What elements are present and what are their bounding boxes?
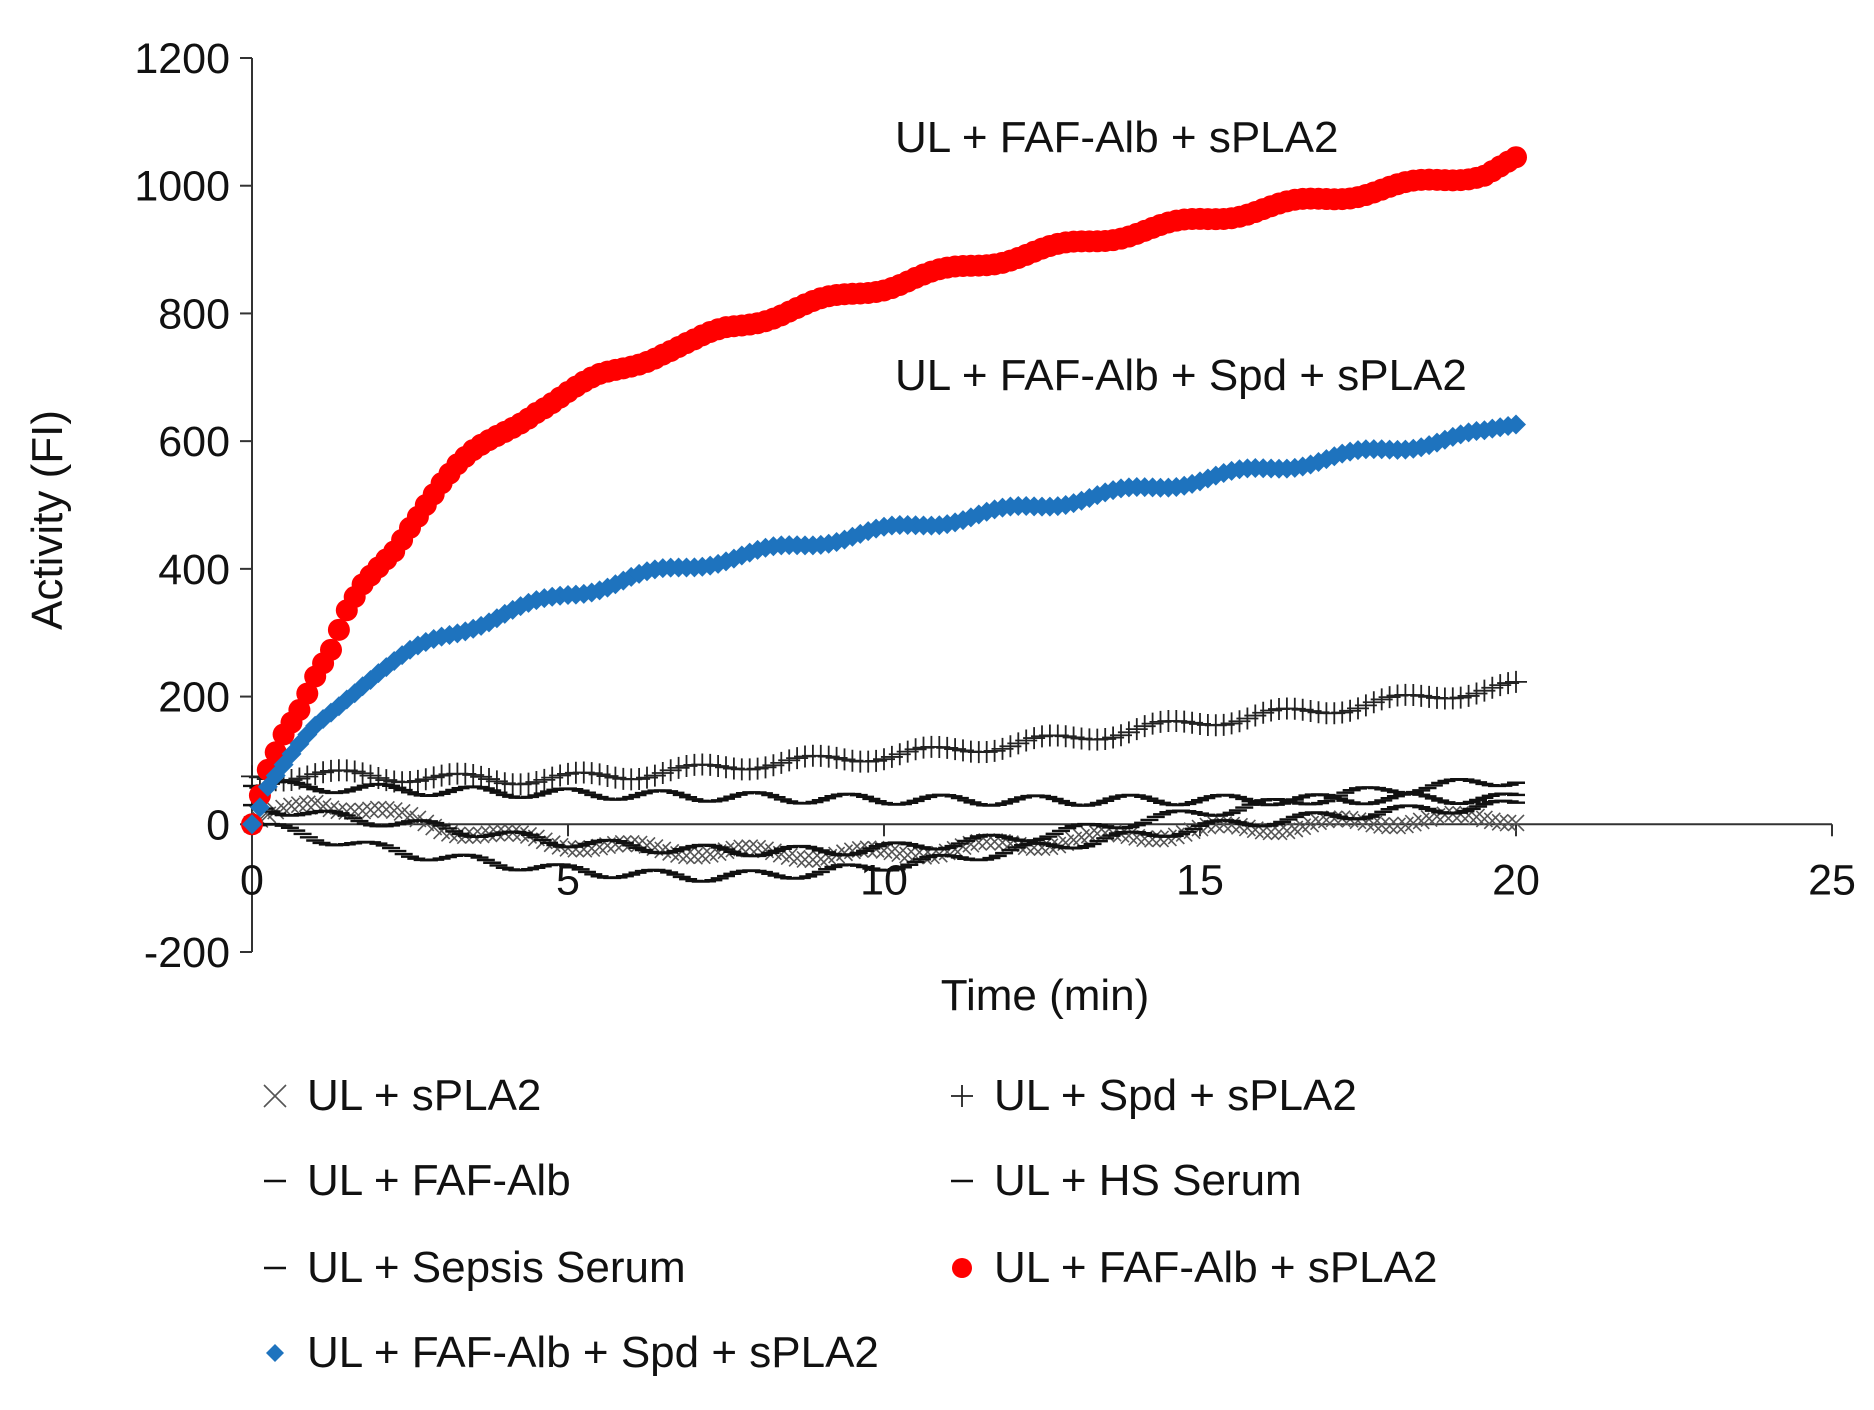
data-point bbox=[320, 638, 342, 661]
legend-marker bbox=[263, 1084, 287, 1108]
x-axis-title: Time (min) bbox=[941, 971, 1150, 1020]
data-point bbox=[298, 795, 316, 813]
legend-label: UL + Sepsis Serum bbox=[307, 1243, 686, 1292]
data-point bbox=[290, 796, 308, 814]
legend-label: UL + HS Serum bbox=[994, 1156, 1302, 1205]
data-point bbox=[796, 850, 814, 869]
annotation-faf-alb-spd-spla2: UL + FAF-Alb + Spd + sPLA2 bbox=[895, 351, 1467, 400]
data-point bbox=[296, 682, 319, 705]
data-point bbox=[1499, 814, 1517, 832]
legend-label: UL + FAF-Alb + Spd + sPLA2 bbox=[307, 1328, 879, 1377]
x-tick-label: 15 bbox=[1176, 856, 1224, 904]
y-tick-label: 800 bbox=[158, 290, 230, 338]
y-tick-label: 600 bbox=[158, 418, 230, 466]
legend-item-2: UL + FAF-Alb bbox=[264, 1156, 571, 1205]
series-2 bbox=[243, 799, 1525, 883]
data-point bbox=[327, 618, 350, 641]
legend-item-1: UL + Spd + sPLA2 bbox=[951, 1071, 1357, 1120]
data-point bbox=[1491, 813, 1509, 831]
y-tick-label: -200 bbox=[144, 929, 230, 977]
series-1 bbox=[241, 670, 1527, 796]
annotation-faf-alb-spla2: UL + FAF-Alb + sPLA2 bbox=[895, 113, 1338, 162]
data-point bbox=[354, 802, 372, 820]
data-point bbox=[968, 504, 989, 525]
y-tick-label: 400 bbox=[158, 546, 230, 594]
y-tick-label: 0 bbox=[206, 801, 230, 849]
data-point bbox=[409, 810, 427, 828]
data-point bbox=[417, 814, 435, 832]
legend-item-0: UL + sPLA2 bbox=[263, 1071, 541, 1120]
legend-label: UL + Spd + sPLA2 bbox=[994, 1071, 1357, 1120]
series-3 bbox=[243, 778, 1525, 858]
data-point bbox=[1388, 817, 1407, 835]
data-point bbox=[693, 847, 711, 865]
data-point bbox=[288, 698, 311, 721]
y-tick-label: 200 bbox=[158, 674, 230, 722]
data-point bbox=[338, 802, 356, 821]
y-tick-label: 1000 bbox=[134, 163, 230, 211]
x-tick-label: 25 bbox=[1808, 856, 1856, 904]
data-point bbox=[361, 801, 380, 819]
data-point bbox=[891, 844, 909, 863]
legend-label: UL + FAF-Alb + sPLA2 bbox=[994, 1243, 1437, 1292]
legend-item-4: UL + Sepsis Serum bbox=[264, 1243, 686, 1292]
data-point bbox=[788, 849, 806, 867]
legend-item-3: UL + HS Serum bbox=[951, 1156, 1302, 1205]
data-point bbox=[1436, 806, 1454, 824]
data-point bbox=[249, 797, 270, 818]
series-6 bbox=[242, 414, 1526, 835]
data-point bbox=[369, 800, 387, 818]
legend-label: UL + FAF-Alb bbox=[307, 1156, 571, 1205]
data-point bbox=[1373, 816, 1391, 834]
data-point bbox=[346, 802, 364, 821]
data-point bbox=[377, 800, 395, 819]
data-point bbox=[1506, 414, 1526, 435]
data-point bbox=[242, 814, 262, 835]
legend: UL + sPLA2 UL + Spd + sPLA2 UL + FAF-Alb UL… bbox=[263, 1071, 1437, 1377]
legend-marker bbox=[951, 1085, 973, 1107]
series-5 bbox=[241, 146, 1527, 836]
data-point bbox=[804, 851, 822, 869]
legend-item-5: UL + FAF-Alb + sPLA2 bbox=[952, 1243, 1437, 1292]
data-point bbox=[282, 797, 301, 815]
data-point bbox=[1505, 146, 1527, 169]
data-point bbox=[1120, 827, 1138, 845]
data-point bbox=[1505, 670, 1527, 693]
legend-item-6: UL + FAF-Alb + Spd + sPLA2 bbox=[266, 1328, 879, 1377]
x-tick-label: 0 bbox=[240, 856, 264, 904]
plot-area bbox=[241, 146, 1527, 883]
x-tick-label: 20 bbox=[1492, 856, 1540, 904]
legend-marker bbox=[266, 1344, 284, 1362]
legend-label: UL + sPLA2 bbox=[307, 1071, 541, 1120]
y-tick-label: 1200 bbox=[134, 35, 230, 83]
x-tick-label: 10 bbox=[860, 856, 908, 904]
y-axis-title: Activity (FI) bbox=[23, 410, 72, 630]
legend-marker bbox=[952, 1258, 972, 1278]
data-point bbox=[1507, 814, 1525, 832]
data-point bbox=[1483, 812, 1501, 830]
data-point bbox=[1381, 817, 1399, 835]
data-point bbox=[685, 847, 703, 865]
